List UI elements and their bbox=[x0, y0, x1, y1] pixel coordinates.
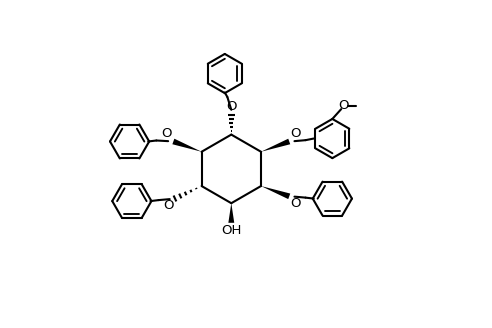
Text: O: O bbox=[226, 100, 237, 113]
Text: O: O bbox=[161, 128, 172, 140]
Polygon shape bbox=[261, 139, 290, 152]
Text: O: O bbox=[163, 199, 174, 213]
Text: O: O bbox=[290, 197, 301, 210]
Text: O: O bbox=[338, 99, 349, 113]
Polygon shape bbox=[172, 139, 202, 152]
Polygon shape bbox=[261, 186, 290, 199]
Polygon shape bbox=[228, 203, 234, 223]
Text: O: O bbox=[290, 128, 301, 140]
Text: OH: OH bbox=[221, 224, 242, 237]
